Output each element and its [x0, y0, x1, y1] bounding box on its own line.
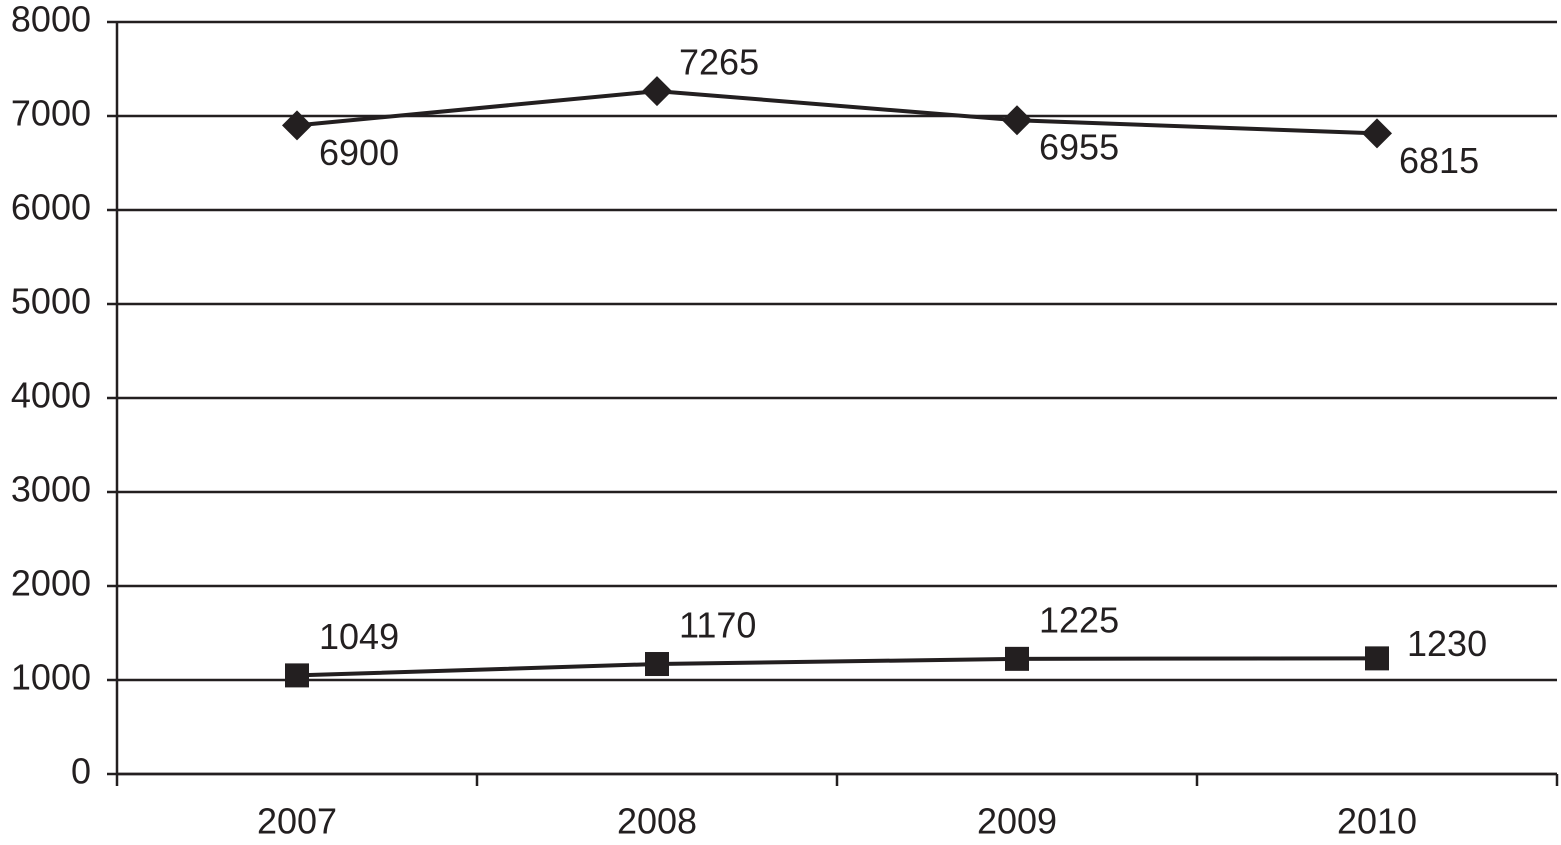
series-line [296, 656, 1378, 678]
data-label: 1049 [319, 616, 399, 657]
y-tick-label: 4000 [11, 375, 91, 416]
marker [282, 110, 312, 141]
y-tick-label: 1000 [11, 657, 91, 698]
data-label: 1170 [679, 605, 756, 646]
data-label: 6815 [1399, 140, 1479, 181]
x-tick-label: 2008 [617, 801, 697, 842]
y-tick-label: 2000 [11, 563, 91, 604]
marker [285, 663, 309, 688]
marker [1365, 646, 1389, 671]
marker [1362, 118, 1392, 149]
data-label: 7265 [679, 42, 759, 83]
marker [1002, 105, 1032, 136]
y-tick-label: 3000 [11, 469, 91, 510]
data-label: 6955 [1039, 127, 1119, 168]
y-tick-label: 5000 [11, 281, 91, 322]
marker [645, 652, 669, 677]
y-tick-label: 8000 [11, 0, 91, 40]
data-label: 1230 [1407, 623, 1487, 664]
y-tick-label: 6000 [11, 187, 91, 228]
y-tick-label: 0 [71, 751, 91, 792]
marker [642, 76, 672, 107]
y-tick-label: 7000 [11, 93, 91, 134]
x-tick-label: 2007 [257, 801, 337, 842]
series-line [296, 89, 1378, 136]
data-label: 1225 [1039, 599, 1119, 640]
x-tick-label: 2010 [1337, 801, 1417, 842]
x-tick-label: 2009 [977, 801, 1057, 842]
data-label: 6900 [319, 132, 399, 173]
marker [1005, 646, 1029, 671]
